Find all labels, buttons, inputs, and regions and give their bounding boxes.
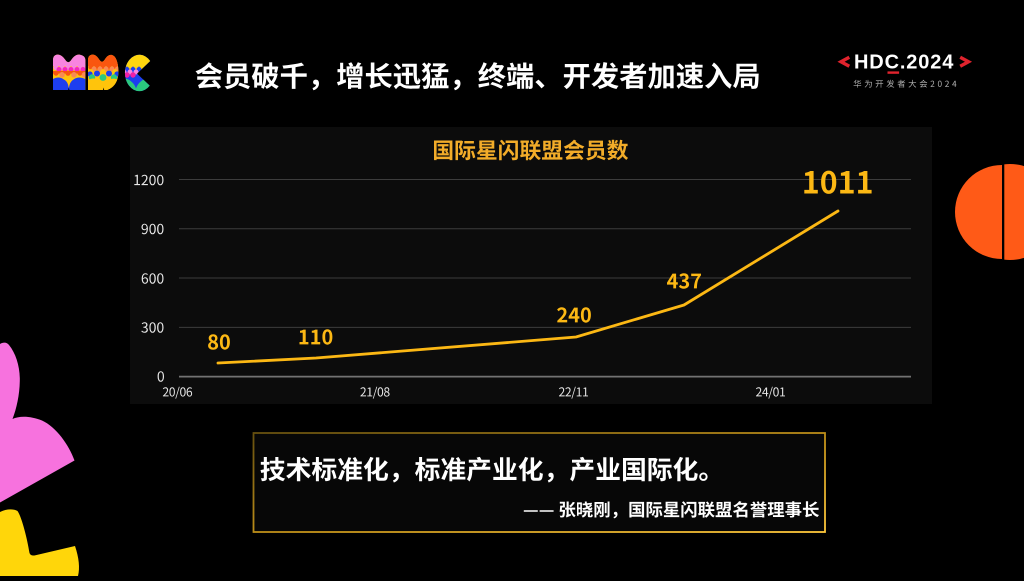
svg-text:HDC.2024: HDC.2024 [854, 51, 954, 73]
